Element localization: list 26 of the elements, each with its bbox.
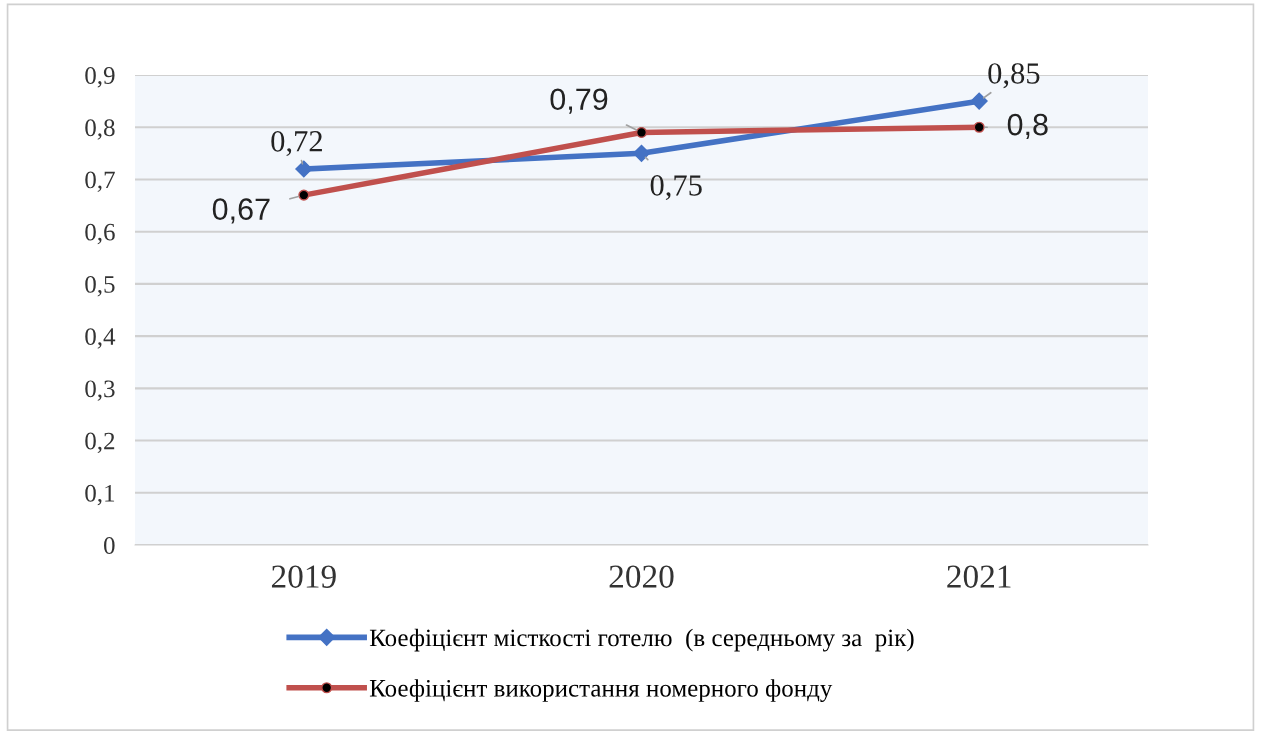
y-tick-label: 0,5 [85, 275, 115, 297]
point [973, 121, 985, 133]
legend-label: Коефіцієнт місткості готелю (в середньому за рік) [369, 628, 914, 652]
data-label: 0,8 [1007, 113, 1048, 140]
point [635, 126, 648, 139]
y-tick-label: 0,6 [85, 223, 115, 245]
point [298, 189, 310, 201]
data-label: 0,79 [550, 88, 608, 114]
x-tick-label: 2021 [947, 565, 1011, 588]
data-label: 0,67 [212, 198, 270, 224]
x-tick-label: 2019 [271, 565, 336, 588]
point [970, 92, 988, 110]
y-tick-label: 0,7 [85, 171, 115, 192]
y-tick-label: 0 [104, 537, 115, 554]
data-label: 0,72 [271, 131, 322, 157]
data-label: 0,75 [650, 175, 702, 201]
y-tick-label: 0,3 [85, 380, 115, 401]
x-tick-label: 2020 [609, 565, 674, 588]
legend-label: Коефіцієнт використання номерного фонду [369, 679, 833, 702]
y-tick-label: 0,2 [85, 432, 115, 454]
y-tick-label: 0,4 [85, 328, 116, 349]
y-tick-label: 0,9 [85, 67, 115, 88]
y-tick-label: 0,1 [85, 484, 115, 506]
data-label: 0,85 [988, 63, 1040, 89]
point [295, 160, 313, 178]
y-tick-label: 0,8 [85, 119, 115, 140]
